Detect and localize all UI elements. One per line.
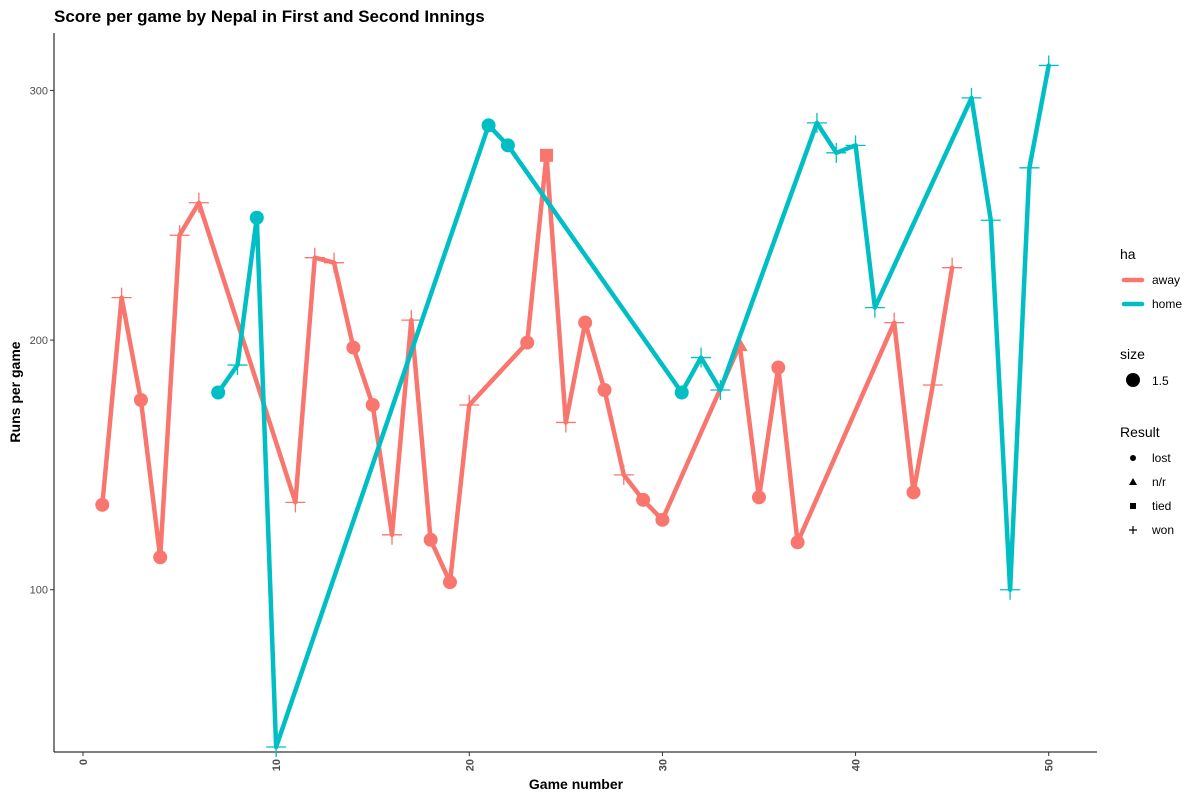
data-point-away [636,492,651,507]
legend-title-size: size [1120,346,1145,362]
data-point-away [153,550,168,565]
y-axis-title: Runs per game [7,341,23,442]
data-point-away [285,492,306,513]
data-point-home [980,210,1001,231]
y-tick-label: 200 [30,335,48,347]
series-home [211,55,1059,758]
legend-result-key [1130,503,1136,509]
data-point-home [1019,157,1040,178]
data-point-away [884,312,905,333]
data-point-away [442,575,457,590]
data-point-away [365,397,380,412]
legend-result-key [1130,455,1136,461]
legend-result-label: won [1151,523,1174,537]
data-point-home [674,385,689,400]
data-point-away [188,192,209,213]
x-tick-label: 50 [1044,759,1056,771]
legend: ha away home size 1.5 Result lost n/r tied w… [1120,246,1182,537]
legend-title-ha: ha [1120,246,1136,262]
data-point-home [1038,55,1059,76]
data-point-away [169,225,190,246]
data-point-home [806,112,827,133]
legend-result-label: tied [1152,499,1171,513]
data-point-away [111,287,132,308]
data-point-home [481,118,496,133]
chart-title: Score per game by Nepal in First and Sec… [54,7,485,26]
x-tick-label: 40 [851,759,863,771]
data-point-home [211,385,226,400]
data-point-away [597,383,612,398]
series-line-home [215,63,1051,750]
data-point-away [382,524,403,545]
legend-ha-items: away home [1121,273,1182,311]
x-tick-label: 0 [78,759,90,765]
data-point-home [961,87,982,108]
data-point-away [324,252,345,273]
data-point-away [751,490,766,505]
data-point-home [1000,579,1021,600]
data-point-away [133,392,148,407]
data-point-away [95,497,110,512]
x-tick-label: 10 [271,759,283,771]
data-point-away [922,375,943,396]
data-point-home [845,135,866,156]
y-tick-label: 100 [30,585,48,597]
data-point-away [655,512,670,527]
data-point-home [691,347,712,368]
series-line-away [100,153,955,585]
data-point-away [906,485,921,500]
legend-size-label: 1.5 [1152,374,1169,388]
legend-result-label: lost [1152,451,1171,465]
data-point-away [613,464,634,485]
legend-size-key [1126,373,1140,387]
data-point-home [500,138,515,153]
x-tick-label: 20 [464,759,476,771]
legend-result-label: n/r [1152,475,1166,489]
data-point-away [555,412,576,433]
legend-label-home: home [1152,297,1182,311]
data-point-away [401,310,422,331]
legend-result-key [1129,478,1137,485]
data-point-home [710,380,731,401]
data-point-home [266,737,287,758]
data-point-home [864,297,885,318]
legend-title-result: Result [1120,424,1160,440]
data-point-away [520,335,535,350]
x-tick-label: 30 [657,759,669,771]
legend-result-key [1129,526,1137,534]
data-point-away [578,315,593,330]
data-point-away [459,394,480,415]
data-point-away [423,532,438,547]
data-point-away [942,257,963,278]
y-tick-label: 300 [30,85,48,97]
data-point-away [304,247,325,268]
data-point-away [346,340,361,355]
data-point-away [540,148,554,162]
data-point-home [249,210,264,225]
data-point-away [790,535,805,550]
data-point-away [771,360,786,375]
plot-area: 100 200 300 0 10 20 30 40 50 [30,33,1097,771]
series-away [95,148,963,590]
legend-result-items: lost n/r tied won [1129,451,1174,537]
data-point-home [227,355,248,376]
x-axis-title: Game number [529,776,624,792]
legend-label-away: away [1152,273,1180,287]
data-point-home [826,142,847,163]
